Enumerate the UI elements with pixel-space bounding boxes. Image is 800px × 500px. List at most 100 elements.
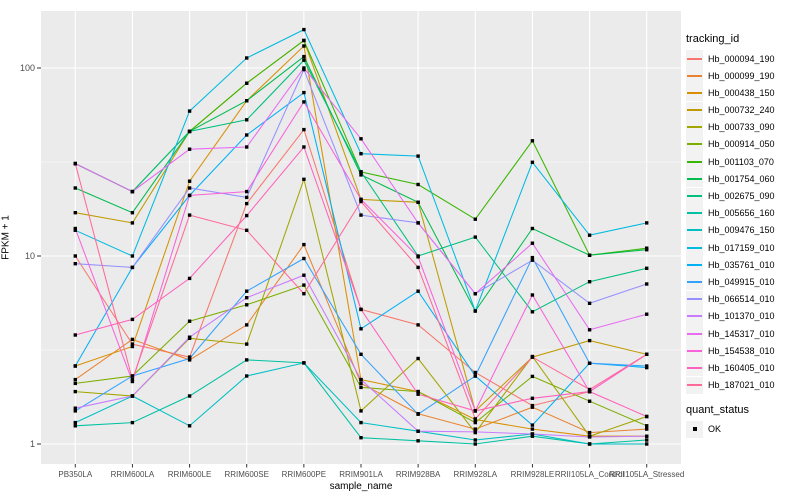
data-point (416, 255, 420, 259)
data-point (187, 213, 192, 217)
data-point (587, 430, 592, 435)
data-point (73, 377, 77, 382)
legend-key-line-icon (686, 204, 703, 222)
legend-key-color-line (687, 212, 702, 215)
legend-key-line-icon (686, 135, 703, 153)
data-point (530, 139, 535, 143)
data-point (73, 161, 77, 166)
data-point (473, 438, 477, 442)
x-tick-label: RRII105LA_Stressed (609, 470, 684, 479)
data-point (73, 389, 77, 394)
data-point (530, 310, 535, 314)
y-tick-label: 1 (30, 439, 35, 449)
legend-item-Hb_187021_010: Hb_187021_010 (686, 376, 798, 394)
legend-key-color-line (687, 143, 702, 146)
data-point (302, 292, 306, 296)
legend-key-line-icon (686, 221, 703, 239)
data-point (73, 424, 77, 428)
data-point (359, 197, 363, 202)
data-point (187, 186, 192, 190)
legend-key-line-icon (686, 153, 703, 171)
data-point (245, 303, 249, 307)
data-point (187, 129, 192, 134)
data-point (302, 100, 306, 104)
legend-item-label: Hb_160405_010 (708, 362, 775, 373)
legend-key-line-icon (686, 239, 703, 257)
data-point (645, 364, 649, 368)
legend-item-label: Hb_101370_010 (708, 311, 775, 322)
data-point (359, 173, 363, 177)
data-point (645, 424, 649, 428)
data-point (187, 319, 192, 323)
data-point (73, 186, 77, 190)
legend-key-color-line (687, 160, 702, 163)
data-point (645, 442, 649, 446)
data-point (73, 406, 77, 410)
data-point (187, 109, 192, 113)
legend-item-Hb_001103_070: Hb_001103_070 (686, 153, 798, 171)
legend-key-color-line (687, 91, 702, 94)
legend-key-line-icon (686, 50, 703, 67)
legend-key-line-icon (686, 376, 703, 394)
data-point (245, 99, 249, 103)
data-point (530, 423, 535, 427)
x-tick-label: RRIM600LE (168, 470, 212, 479)
data-point (359, 137, 363, 141)
legend-item-Hb_000914_050: Hb_000914_050 (686, 135, 798, 153)
data-point (245, 195, 249, 200)
data-point (473, 374, 477, 378)
data-point (645, 266, 649, 270)
data-point (587, 399, 592, 403)
data-point (130, 377, 135, 382)
data-point (245, 296, 249, 300)
data-point (473, 430, 477, 434)
y-tick-label: 10 (25, 251, 35, 261)
data-point (73, 381, 77, 386)
data-point (130, 342, 135, 346)
data-point (416, 154, 420, 158)
data-point (530, 355, 535, 359)
data-point (245, 358, 249, 362)
data-point (359, 170, 363, 174)
data-point (645, 427, 649, 431)
data-point (530, 293, 535, 297)
legend-key-line-icon (686, 290, 703, 308)
data-point (245, 145, 249, 149)
data-point (530, 396, 535, 400)
data-point (416, 356, 420, 361)
x-tick-label: RRIM928LA (453, 470, 497, 479)
data-point (416, 289, 420, 293)
data-point (130, 254, 135, 258)
black-square-marker-icon (692, 427, 697, 432)
legend-key-color-line (687, 57, 702, 60)
data-point (187, 394, 192, 398)
data-point (645, 312, 649, 316)
legend-item-Hb_145317_010: Hb_145317_010 (686, 325, 798, 342)
legend-item-label: Hb_145317_010 (708, 328, 775, 339)
data-point (473, 409, 477, 413)
legend-key-color-line (687, 263, 702, 266)
data-point (130, 189, 135, 194)
data-point (359, 307, 363, 312)
data-point (530, 241, 535, 245)
data-point (530, 258, 535, 262)
data-point (473, 309, 477, 313)
legend-key-line-icon (686, 67, 703, 85)
data-point (416, 265, 420, 270)
data-point (73, 364, 77, 368)
legend-key-color-line (687, 74, 702, 77)
legend-title-quant-status: quant_status (686, 403, 749, 416)
data-point (130, 211, 135, 215)
data-point (130, 394, 135, 398)
legend-item-quant-ok: OK (686, 420, 798, 438)
legend-item-label: Hb_000914_050 (708, 139, 775, 150)
data-point (530, 434, 535, 438)
legend-key-color-line (687, 229, 702, 232)
data-point (187, 335, 192, 339)
data-point (645, 438, 649, 442)
data-point (302, 27, 306, 32)
legend-key-line-icon (686, 342, 703, 360)
legend-key-line-icon (686, 273, 703, 291)
data-point (359, 409, 363, 413)
x-tick-label: RRIM928BA (396, 470, 441, 479)
